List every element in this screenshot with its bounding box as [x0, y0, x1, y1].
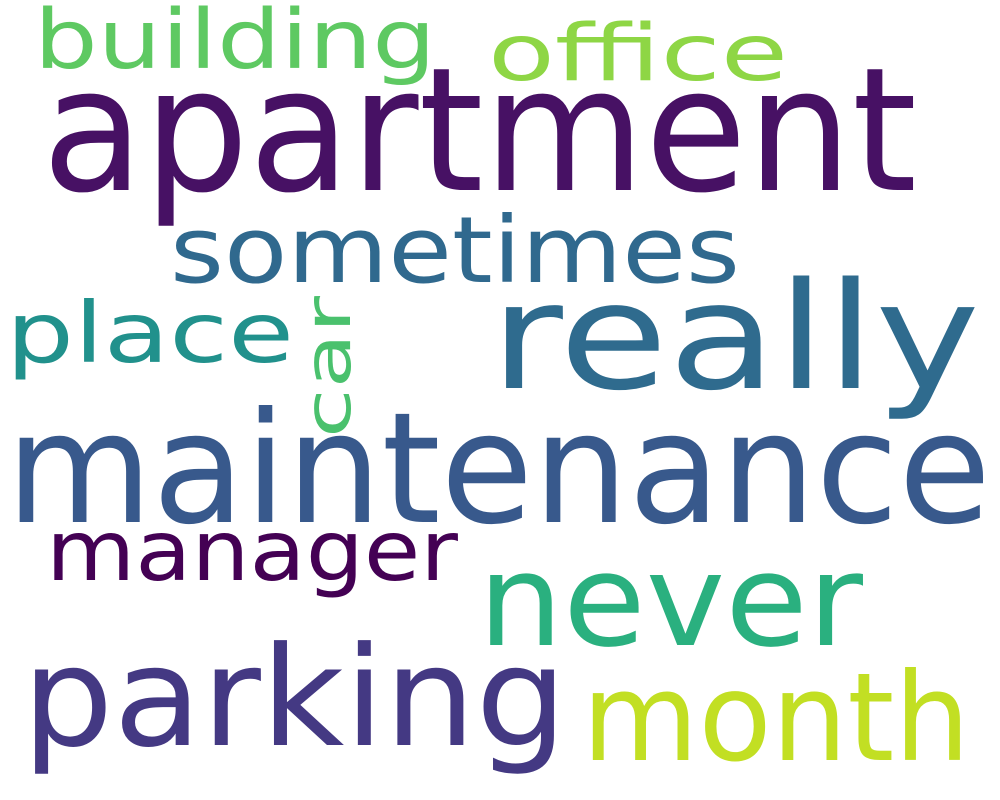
- word-sometimes: sometimes: [170, 197, 740, 304]
- word-apartment: apartment: [42, 30, 917, 231]
- word-really: really: [490, 251, 980, 423]
- word-place: place: [6, 284, 294, 382]
- word-never: never: [478, 527, 863, 676]
- word-maintenance: maintenance: [6, 380, 991, 559]
- word-manager: manager: [46, 502, 458, 600]
- word-car: car: [292, 295, 366, 438]
- word-office: office: [488, 9, 788, 99]
- word-month: month: [582, 647, 970, 789]
- word-building: building: [34, 0, 436, 88]
- word-parking: parking: [22, 617, 567, 778]
